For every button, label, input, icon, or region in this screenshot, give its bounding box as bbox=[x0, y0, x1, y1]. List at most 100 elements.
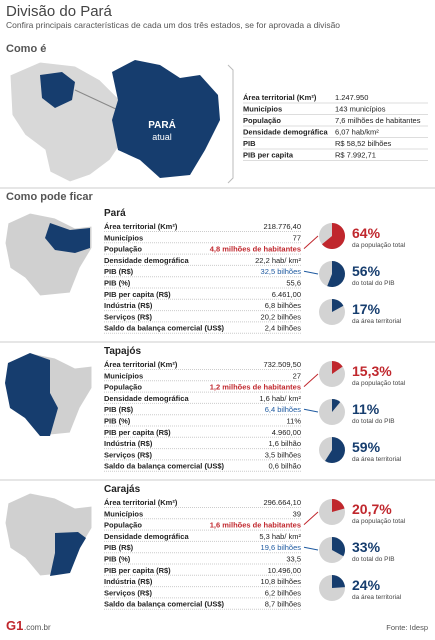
row-label: Municípios bbox=[104, 233, 143, 242]
map-label: PARÁ bbox=[148, 118, 176, 131]
row-label: Área territorial (Km²) bbox=[104, 360, 178, 369]
row-label: Municípios bbox=[104, 371, 143, 380]
pie-slice bbox=[325, 437, 346, 464]
row-label: População bbox=[104, 245, 142, 254]
brazil-map bbox=[9, 61, 131, 183]
row-value: 218.776,40 bbox=[263, 222, 301, 231]
pie-caption: da população total bbox=[352, 242, 406, 249]
pie-percent: 24% bbox=[352, 577, 381, 593]
row-label: Densidade demográfica bbox=[243, 128, 328, 137]
row-label: PIB (R$) bbox=[104, 267, 134, 276]
row-label: PIB per capita bbox=[243, 151, 294, 160]
row-value: 6.461,00 bbox=[272, 290, 301, 299]
state-name: Carajás bbox=[104, 484, 141, 495]
map-tapajos bbox=[4, 352, 93, 437]
pie-caption: da população total bbox=[352, 380, 406, 387]
row-value: 10,8 bilhões bbox=[261, 577, 302, 586]
row-value: 6,07 hab/km² bbox=[335, 128, 379, 137]
row-label: Municípios bbox=[243, 105, 282, 114]
row-value: 4,8 milhões de habitantes bbox=[210, 245, 301, 254]
row-label: PIB per capita (R$) bbox=[104, 290, 171, 299]
row-value: 143 municípios bbox=[335, 105, 386, 114]
row-value: 6,8 bilhões bbox=[265, 301, 302, 310]
row-value: 11% bbox=[287, 417, 302, 426]
row-value: 2,4 bilhões bbox=[265, 324, 302, 333]
row-value: 55,6 bbox=[286, 279, 301, 288]
pie-caption: da área territorial bbox=[352, 594, 402, 601]
heading: Como é bbox=[6, 43, 46, 55]
pie-slice bbox=[332, 537, 346, 557]
row-label: PIB (%) bbox=[104, 279, 131, 288]
row-label: PIB bbox=[243, 139, 256, 148]
row-label: Serviços (R$) bbox=[104, 588, 152, 597]
subtitle: Confira principais características de ca… bbox=[6, 20, 340, 30]
row-value: 7,6 milhões de habitantes bbox=[335, 116, 421, 125]
pie-caption: da população total bbox=[352, 518, 406, 525]
row-label: População bbox=[243, 116, 281, 125]
arrow bbox=[303, 270, 319, 275]
row-label: PIB (R$) bbox=[104, 543, 134, 552]
pie-slice bbox=[327, 261, 345, 288]
row-label: Indústria (R$) bbox=[104, 577, 153, 586]
row-value: 4.960,00 bbox=[272, 428, 301, 437]
row-label: Saldo da balança comercial (US$) bbox=[104, 462, 225, 471]
row-label: PIB per capita (R$) bbox=[104, 428, 171, 437]
row-label: Densidade demográfica bbox=[104, 394, 189, 403]
row-value: 732.509,50 bbox=[263, 360, 301, 369]
heading: Como pode ficar bbox=[6, 191, 94, 203]
row-value: 10.496,00 bbox=[268, 566, 301, 575]
arrow bbox=[303, 235, 319, 249]
row-value: 1.247.950 bbox=[335, 93, 368, 102]
row-label: Indústria (R$) bbox=[104, 439, 153, 448]
pie-caption: da área territorial bbox=[352, 318, 402, 325]
pie-percent: 15,3% bbox=[352, 363, 392, 379]
row-label: PIB (%) bbox=[104, 555, 131, 564]
pie-caption: da área territorial bbox=[352, 456, 402, 463]
row-label: PIB (R$) bbox=[104, 405, 134, 414]
pie-percent: 20,7% bbox=[352, 501, 392, 517]
title: Divisão do Pará bbox=[6, 3, 113, 20]
row-value: R$ 7.992,71 bbox=[335, 151, 376, 160]
source: Fonte: Idesp bbox=[386, 623, 428, 632]
arrow bbox=[303, 373, 319, 387]
row-label: Indústria (R$) bbox=[104, 301, 153, 310]
row-value: 22,2 hab/ km² bbox=[255, 256, 301, 265]
para-big bbox=[112, 60, 220, 178]
arrow bbox=[303, 511, 319, 525]
row-value: 0,6 bilhão bbox=[268, 462, 301, 471]
logo: G1 bbox=[6, 618, 23, 633]
row-label: Municípios bbox=[104, 509, 143, 518]
row-label: Área territorial (Km²) bbox=[104, 498, 178, 507]
row-label: Área territorial (Km²) bbox=[243, 93, 317, 102]
row-value: 8,7 bilhões bbox=[265, 600, 302, 609]
row-value: 1,6 milhões de habitantes bbox=[210, 521, 301, 530]
row-value: 33,5 bbox=[286, 555, 301, 564]
para-small bbox=[40, 72, 75, 108]
state-name: Tapajós bbox=[104, 346, 141, 357]
arrow bbox=[74, 89, 119, 111]
row-value: 1,6 hab/ km² bbox=[259, 394, 301, 403]
bracket bbox=[227, 64, 234, 184]
row-label: PIB per capita (R$) bbox=[104, 566, 171, 575]
row-value: 32,5 bilhões bbox=[261, 267, 302, 276]
pie-slice bbox=[332, 299, 344, 312]
pie-caption: do total do PIB bbox=[352, 556, 395, 563]
arrow bbox=[303, 546, 319, 551]
pie-caption: do total do PIB bbox=[352, 418, 395, 425]
pie-percent: 59% bbox=[352, 439, 381, 455]
row-value: 27 bbox=[293, 371, 301, 380]
row-value: 77 bbox=[293, 233, 301, 242]
row-value: R$ 58,52 bilhões bbox=[335, 139, 392, 148]
pie-caption: do total do PIB bbox=[352, 280, 395, 287]
row-value: 5,3 hab/ km² bbox=[259, 532, 301, 541]
pie-percent: 64% bbox=[352, 225, 381, 241]
arrow bbox=[303, 408, 319, 413]
pie-slice bbox=[321, 223, 346, 249]
map-carajas bbox=[4, 492, 93, 577]
row-value: 1,2 milhões de habitantes bbox=[210, 383, 301, 392]
row-label: População bbox=[104, 383, 142, 392]
row-label: PIB (%) bbox=[104, 417, 131, 426]
map-sublabel: atual bbox=[152, 132, 172, 142]
